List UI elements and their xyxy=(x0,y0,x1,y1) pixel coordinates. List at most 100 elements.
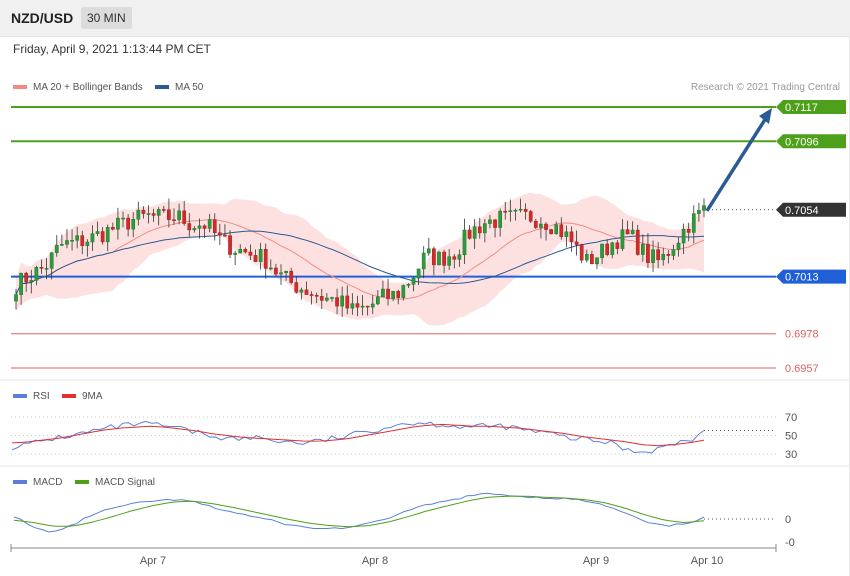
candle-body xyxy=(14,294,18,302)
candle-body xyxy=(110,227,115,230)
ma20-line xyxy=(15,219,705,300)
candle-body xyxy=(666,254,671,256)
candle-body xyxy=(105,227,110,243)
chart-datetime: Friday, April 9, 2021 1:13:44 PM CET xyxy=(13,42,211,56)
candle-body xyxy=(85,241,90,246)
candle-body xyxy=(620,229,625,249)
candle-body xyxy=(54,244,59,253)
candle-body xyxy=(263,249,268,269)
candle-body xyxy=(44,268,49,270)
candle-body xyxy=(640,243,645,255)
candle-body xyxy=(39,267,44,269)
candle-body xyxy=(544,223,548,230)
candle-body xyxy=(646,243,650,263)
level-value-4: 0.6978 xyxy=(785,329,819,341)
candle-body xyxy=(146,213,151,215)
copyright-text: Research © 2021 Trading Central xyxy=(691,82,840,93)
candle-body xyxy=(253,255,258,262)
candle-body xyxy=(396,291,401,298)
candle-body xyxy=(172,219,176,221)
candle-body xyxy=(559,224,564,237)
macd-tick-label: 0 xyxy=(785,514,791,526)
candle-body xyxy=(29,280,34,283)
x-axis-label: Apr 7 xyxy=(140,555,166,567)
candle-body xyxy=(141,209,146,214)
timeframe-badge[interactable]: 30 MIN xyxy=(81,7,132,29)
candle-body xyxy=(676,242,681,250)
candle-body xyxy=(34,267,39,281)
bollinger-band-area xyxy=(16,192,704,326)
candle-body xyxy=(452,256,457,260)
candle-body xyxy=(309,294,314,296)
candle-body xyxy=(615,242,620,249)
level-tag-3 xyxy=(776,269,846,284)
macd-line xyxy=(13,492,705,533)
candle-body xyxy=(289,270,294,283)
candle-body xyxy=(554,224,559,235)
candle-body xyxy=(564,231,569,237)
candle-body xyxy=(340,295,345,307)
candle-body xyxy=(539,223,543,228)
candle-body xyxy=(243,249,248,253)
candle-body xyxy=(513,209,518,212)
candle-body xyxy=(421,252,426,270)
candle-body xyxy=(549,229,553,235)
candle-body xyxy=(90,233,95,243)
candle-body xyxy=(595,257,599,265)
rsi-9ma-line xyxy=(11,423,705,447)
candle-body xyxy=(100,231,105,243)
level-tag-1 xyxy=(776,134,846,149)
candle-body xyxy=(381,288,385,298)
candle-body xyxy=(212,219,217,234)
legend-label-ma20: MA 20 + Bollinger Bands xyxy=(33,82,143,93)
candle-body xyxy=(294,282,299,293)
candle-body xyxy=(462,229,467,256)
macd-layer: 0 -0 xyxy=(13,492,795,549)
candle-body xyxy=(467,229,472,239)
candle-body xyxy=(605,243,610,255)
candle-body xyxy=(365,305,370,308)
level-tag-0 xyxy=(776,100,846,114)
rsi-line xyxy=(11,420,705,454)
candle-body xyxy=(406,284,411,286)
ma50-line xyxy=(15,230,705,295)
candle-body xyxy=(590,254,594,265)
candle-body xyxy=(523,208,528,212)
candle-body xyxy=(156,209,161,216)
candle-body xyxy=(518,208,523,211)
candle-body xyxy=(177,210,181,221)
candle-body xyxy=(391,291,395,299)
legend-label-macd-signal: MACD Signal xyxy=(95,477,155,488)
macd-tick-label: -0 xyxy=(785,537,795,549)
candle-body xyxy=(131,219,136,230)
level-value-2: 0.7054 xyxy=(785,205,819,217)
candle-body xyxy=(233,252,237,255)
candle-body xyxy=(411,277,416,285)
legend-label-ma50: MA 50 xyxy=(175,82,204,93)
candle-body xyxy=(274,267,278,275)
candle-body xyxy=(299,289,304,293)
candle-body xyxy=(304,289,309,295)
symbol-label: NZD/USD xyxy=(11,10,74,26)
candle-body xyxy=(579,244,584,261)
candle-body xyxy=(488,219,492,224)
candle-body xyxy=(24,272,29,283)
legend-swatch-macd xyxy=(13,480,27,484)
projection-arrow-shaft xyxy=(705,117,768,212)
moving-average-layer xyxy=(15,219,705,300)
candle-body xyxy=(584,254,589,261)
candle-body xyxy=(187,223,192,231)
bollinger-band-layer xyxy=(16,192,704,326)
candle-body xyxy=(472,226,477,239)
candle-body xyxy=(681,228,686,244)
candle-body xyxy=(508,210,513,212)
candle-body xyxy=(702,205,706,211)
candle-body xyxy=(19,272,23,295)
candle-body xyxy=(258,249,263,262)
candle-body xyxy=(360,305,365,308)
legend-swatch-9ma xyxy=(62,394,76,398)
candle-body xyxy=(671,249,676,256)
level-value-5: 0.6957 xyxy=(785,363,819,375)
candle-body xyxy=(116,217,120,230)
